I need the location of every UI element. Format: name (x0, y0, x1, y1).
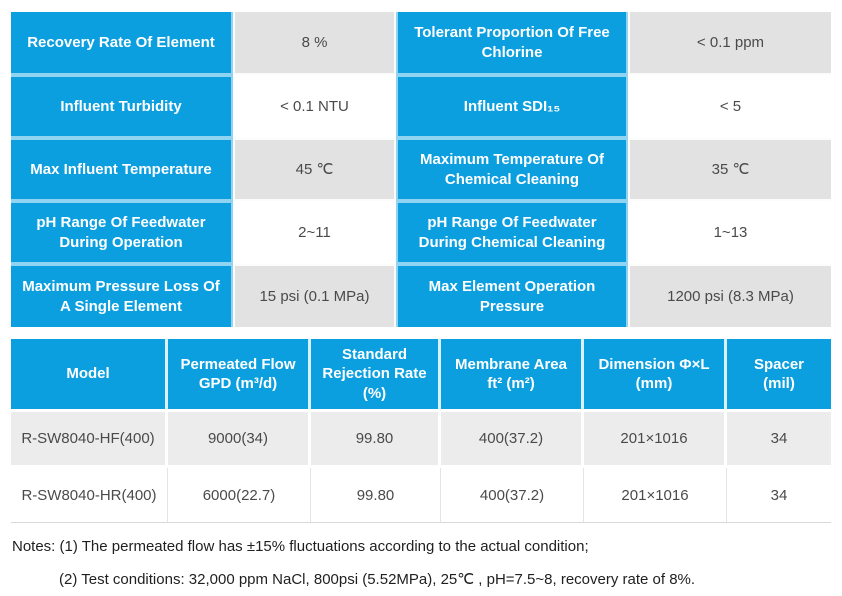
model-link-hr400[interactable]: R-SW8040-HR(400) (11, 468, 168, 522)
spec-sheet-page: Recovery Rate Of Element 8 % Tolerant Pr… (11, 12, 831, 591)
model-link-hf400[interactable]: R-SW8040-HF(400) (11, 412, 168, 465)
spec-value-influent-turbidity: < 0.1 NTU (233, 75, 396, 138)
spec-value-ph-chemical-cleaning: 1~13 (628, 201, 831, 264)
spec-label-influent-turbidity: Influent Turbidity (11, 75, 233, 138)
spec-label-max-cleaning-temperature: Maximum Temperature Of Chemical Cleaning (396, 138, 628, 201)
footnotes: Notes: (1) The permeated flow has ±15% f… (11, 537, 831, 591)
cell-hf400-dimension: 201×1016 (584, 412, 727, 465)
cell-hr400-spacer: 34 (727, 468, 831, 522)
spec-value-ph-operation: 2~11 (233, 201, 396, 264)
column-header-dimension: Dimension Φ×L (mm) (584, 339, 727, 409)
spec-value-free-chlorine: < 0.1 ppm (628, 12, 831, 75)
spec-label-max-pressure-loss: Maximum Pressure Loss Of A Single Elemen… (11, 264, 233, 327)
spec-label-ph-operation: pH Range Of Feedwater During Operation (11, 201, 233, 264)
spec-value-max-cleaning-temperature: 35 ℃ (628, 138, 831, 201)
spec-value-max-operation-pressure: 1200 psi (8.3 MPa) (628, 264, 831, 327)
cell-hr400-dimension: 201×1016 (584, 468, 727, 522)
spec-label-influent-sdi: Influent SDI₁₅ (396, 75, 628, 138)
cell-hf400-permeated-flow: 9000(34) (168, 412, 311, 465)
column-header-permeated-flow: Permeated Flow GPD (m³/d) (168, 339, 311, 409)
column-header-model: Model (11, 339, 168, 409)
operating-limits-table: Recovery Rate Of Element 8 % Tolerant Pr… (11, 12, 831, 327)
spec-label-ph-chemical-cleaning: pH Range Of Feedwater During Chemical Cl… (396, 201, 628, 264)
model-performance-table: Model Permeated Flow GPD (m³/d) Standard… (11, 339, 831, 523)
spec-label-recovery-rate: Recovery Rate Of Element (11, 12, 233, 75)
spec-label-max-operation-pressure: Max Element Operation Pressure (396, 264, 628, 327)
cell-hf400-membrane-area: 400(37.2) (441, 412, 584, 465)
cell-hr400-rejection-rate: 99.80 (311, 468, 441, 522)
column-header-spacer: Spacer (mil) (727, 339, 831, 409)
spec-value-max-pressure-loss: 15 psi (0.1 MPa) (233, 264, 396, 327)
spec-label-free-chlorine: Tolerant Proportion Of Free Chlorine (396, 12, 628, 75)
footnote-1: Notes: (1) The permeated flow has ±15% f… (12, 538, 589, 555)
spec-value-influent-sdi: < 5 (628, 75, 831, 138)
spec-value-max-influent-temperature: 45 ℃ (233, 138, 396, 201)
spec-label-max-influent-temperature: Max Influent Temperature (11, 138, 233, 201)
cell-hf400-rejection-rate: 99.80 (311, 412, 441, 465)
cell-hr400-membrane-area: 400(37.2) (441, 468, 584, 522)
column-header-membrane-area: Membrane Area ft² (m²) (441, 339, 584, 409)
column-header-rejection-rate: Standard Rejection Rate (%) (311, 339, 441, 409)
cell-hr400-permeated-flow: 6000(22.7) (168, 468, 311, 522)
footnote-2: (2) Test conditions: 32,000 ppm NaCl, 80… (59, 571, 696, 589)
spec-value-recovery-rate: 8 % (233, 12, 396, 75)
cell-hf400-spacer: 34 (727, 412, 831, 465)
